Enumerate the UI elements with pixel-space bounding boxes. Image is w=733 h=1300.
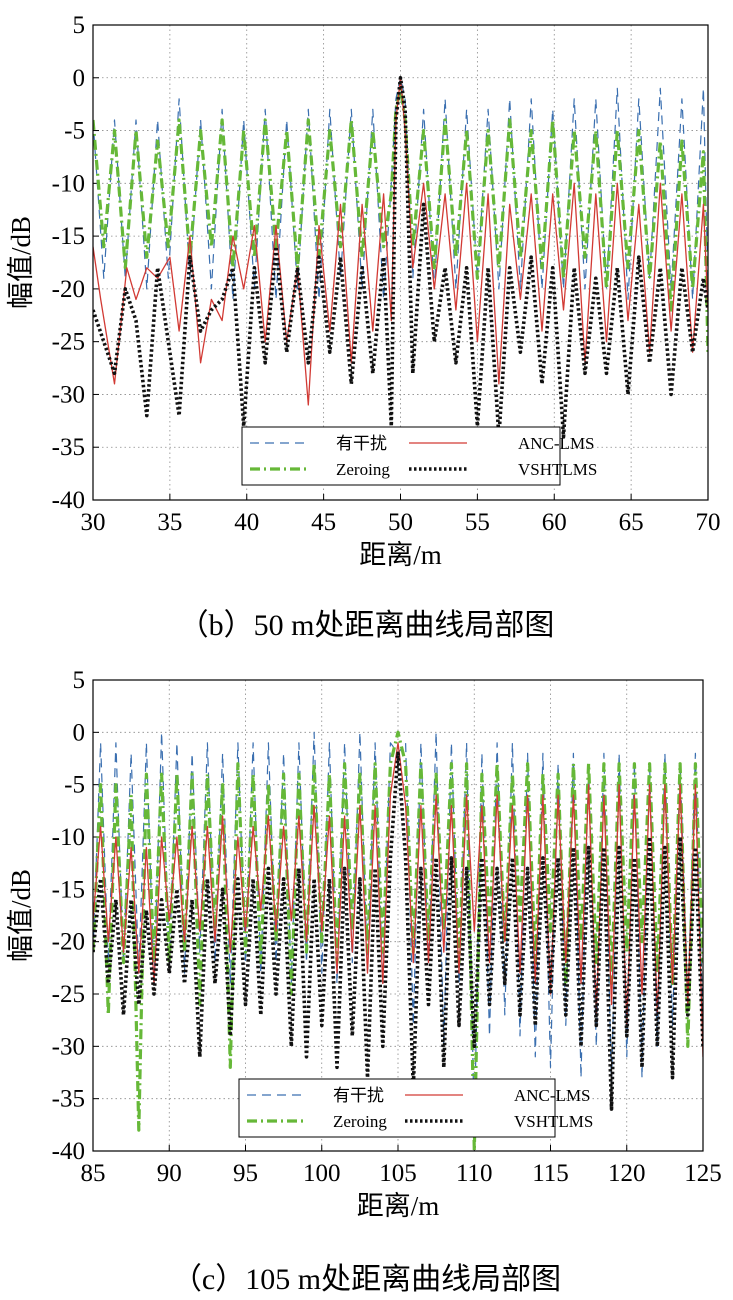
y-tick-label: 0 [73,719,86,746]
legend-box [238,1078,556,1138]
y-tick-label: -30 [52,381,85,408]
chart-panel-b: 30 35 40 45 50 55 60 65 70 5 0 -5 -10 -15 -20 -25 -30 -35… [6,12,721,642]
y-tick-label: -10 [52,170,85,197]
legend-box [241,426,561,486]
y-tick-label: -15 [52,876,85,903]
y-tick-label: -35 [52,1086,85,1113]
y-axis-label: 幅值/dB [6,869,36,962]
y-tick-label: -20 [52,929,85,956]
chart-svg-b: 30 35 40 45 50 55 60 65 7050-5-10-15-20-25-30-35… [6,12,721,570]
x-tick-label: 105 [379,1160,417,1187]
legend-label-zeroing: Zeroing [336,460,390,479]
caption-c: （c）105 m处距离曲线局部图 [171,1263,562,1296]
x-tick-label: 40 [234,509,259,536]
series-line-vshtlms [93,751,703,1111]
legend-label-anc-lms: ANC-LMS [518,434,595,453]
plot-frame [92,679,704,1152]
x-tick-label: 60 [542,509,567,536]
x-tick-label: 120 [608,1160,646,1187]
x-tick-label: 95 [233,1160,258,1187]
legend-label-zeroing: Zeroing [333,1112,387,1131]
y-axis-label: 幅值/dB [6,216,36,309]
x-tick-label: 35 [157,509,182,536]
y-tick-label: -40 [52,487,85,514]
chart-panel-c: 85 90 95 100 105 110 115 120 125 5 0 -5 -10 -15 -20 -25… [0,650,733,1300]
x-tick-label: 125 [684,1160,722,1187]
y-tick-label: -40 [52,1138,85,1165]
x-axis-label: 距离/m [357,1191,440,1221]
legend-label-vshtlms: VSHTLMS [514,1112,593,1131]
chart-svg-c: 85 90 95 100 105 110 115 120 125 5 0 -5 -10 -15 -20 -25… [6,667,722,1221]
y-tick-label: 0 [73,65,86,92]
y-tick-label: -30 [52,1033,85,1060]
x-tick-label: 115 [532,1160,569,1187]
x-tick-label: 70 [696,509,721,536]
legend-label-interfered: 有干扰 [333,1086,384,1105]
y-tick-label: -20 [52,276,85,303]
x-tick-label: 50 [388,509,413,536]
y-tick-label: -35 [52,434,85,461]
x-tick-label: 65 [619,509,644,536]
series-line-vshtlms [93,76,708,439]
y-tick-label: 5 [73,12,86,39]
y-tick-label: -25 [52,329,85,356]
y-tick-label: -10 [52,824,85,851]
x-tick-label: 55 [465,509,490,536]
x-tick-label: 90 [157,1160,182,1187]
series-line-zeroing [93,86,708,353]
x-tick-label: 100 [303,1160,341,1187]
y-tick-label: -5 [64,118,85,145]
x-tick-label: 110 [456,1160,493,1187]
x-tick-label: 45 [311,509,336,536]
legend-label-interfered: 有干扰 [336,434,387,453]
y-tick-label: 5 [73,667,86,694]
series-line-zeroing [93,730,703,1151]
legend-label-vshtlms: VSHTLMS [518,460,597,479]
y-tick-label: -25 [52,981,85,1008]
legend-label-anc-lms: ANC-LMS [514,1086,591,1105]
y-tick-label: -15 [52,223,85,250]
x-tick-label: 30 [81,509,106,536]
x-axis-label: 距离/m [359,540,442,570]
plot-frame [92,24,709,501]
y-tick-label: -5 [64,772,85,799]
caption-b: （b）50 m处距离曲线局部图 [178,609,555,642]
x-tick-label: 85 [81,1160,106,1187]
